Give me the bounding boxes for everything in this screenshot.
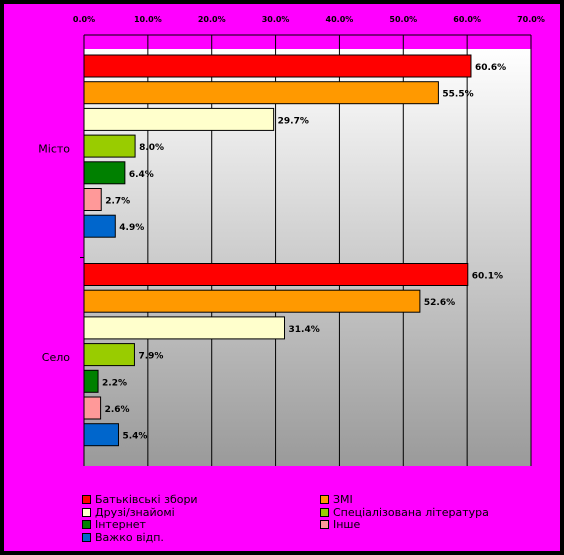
data-label: 5.4%	[122, 432, 147, 442]
data-label: 55.5%	[442, 90, 473, 100]
data-label: 6.4%	[129, 170, 154, 180]
legend-item: Друзі/знайомі	[82, 506, 175, 519]
bar	[83, 369, 99, 393]
x-tick-label: 0.0%	[73, 15, 95, 24]
legend-swatch	[82, 520, 91, 529]
bar	[83, 423, 119, 447]
bar	[83, 396, 102, 420]
legend-swatch	[320, 520, 329, 529]
bar	[83, 134, 136, 158]
legend-label: Важко відп.	[95, 531, 164, 544]
data-label: 2.6%	[105, 405, 130, 415]
x-tick-label: 20.0%	[198, 15, 226, 24]
legend-swatch	[320, 495, 329, 504]
bar	[83, 289, 421, 313]
bar	[83, 54, 472, 78]
legend-label: Друзі/знайомі	[95, 506, 175, 519]
legend-label: Батьківські збори	[95, 493, 198, 506]
category-label: Село	[42, 351, 70, 364]
data-label: 2.2%	[102, 378, 127, 388]
legend-swatch	[82, 495, 91, 504]
legend-label: ЗМІ	[333, 493, 353, 506]
legend-label: Спеціалізована література	[333, 506, 489, 519]
legend-label: Інше	[333, 518, 361, 531]
data-label: 2.7%	[105, 197, 130, 207]
bar	[83, 107, 275, 131]
data-label: 29.7%	[278, 116, 309, 126]
legend-item: Батьківські збори	[82, 493, 198, 506]
x-tick-label: 40.0%	[326, 15, 354, 24]
category-label: Місто	[38, 142, 70, 155]
data-label: 60.6%	[475, 63, 506, 73]
legend-swatch	[82, 533, 91, 542]
bar	[83, 214, 116, 238]
data-label: 31.4%	[289, 325, 320, 335]
bar	[83, 316, 286, 340]
data-label: 52.6%	[424, 298, 455, 308]
bar	[83, 81, 439, 105]
bar	[83, 188, 102, 211]
bar-chart: 0.0% 10.0% 20.0% 30.0% 40.0% 50.0% 60.0% 70.0% М…	[38, 15, 545, 466]
legend-item: Спеціалізована література	[320, 506, 489, 519]
data-label: 8.0%	[139, 143, 164, 153]
legend-item: Інше	[320, 518, 360, 531]
legend-swatch	[320, 508, 329, 517]
x-tick-label: 70.0%	[517, 15, 545, 24]
bar	[83, 263, 469, 286]
x-tick-label: 30.0%	[262, 15, 290, 24]
legend-label: Інтернет	[95, 518, 146, 531]
chart-panel: 0.0% 10.0% 20.0% 30.0% 40.0% 50.0% 60.0% 70.0% М…	[4, 4, 560, 551]
x-tick-label: 60.0%	[453, 15, 481, 24]
x-tick-label: 50.0%	[389, 15, 417, 24]
legend-item: Важко відп.	[82, 531, 164, 544]
data-label: 60.1%	[472, 272, 503, 282]
legend-swatch	[82, 508, 91, 517]
bar	[83, 161, 126, 185]
data-label: 4.9%	[119, 223, 144, 233]
data-label: 7.9%	[138, 352, 163, 362]
x-tick-label: 10.0%	[134, 15, 162, 24]
legend-item: Інтернет	[82, 518, 146, 531]
bar	[83, 343, 135, 367]
legend-item: ЗМІ	[320, 493, 353, 506]
